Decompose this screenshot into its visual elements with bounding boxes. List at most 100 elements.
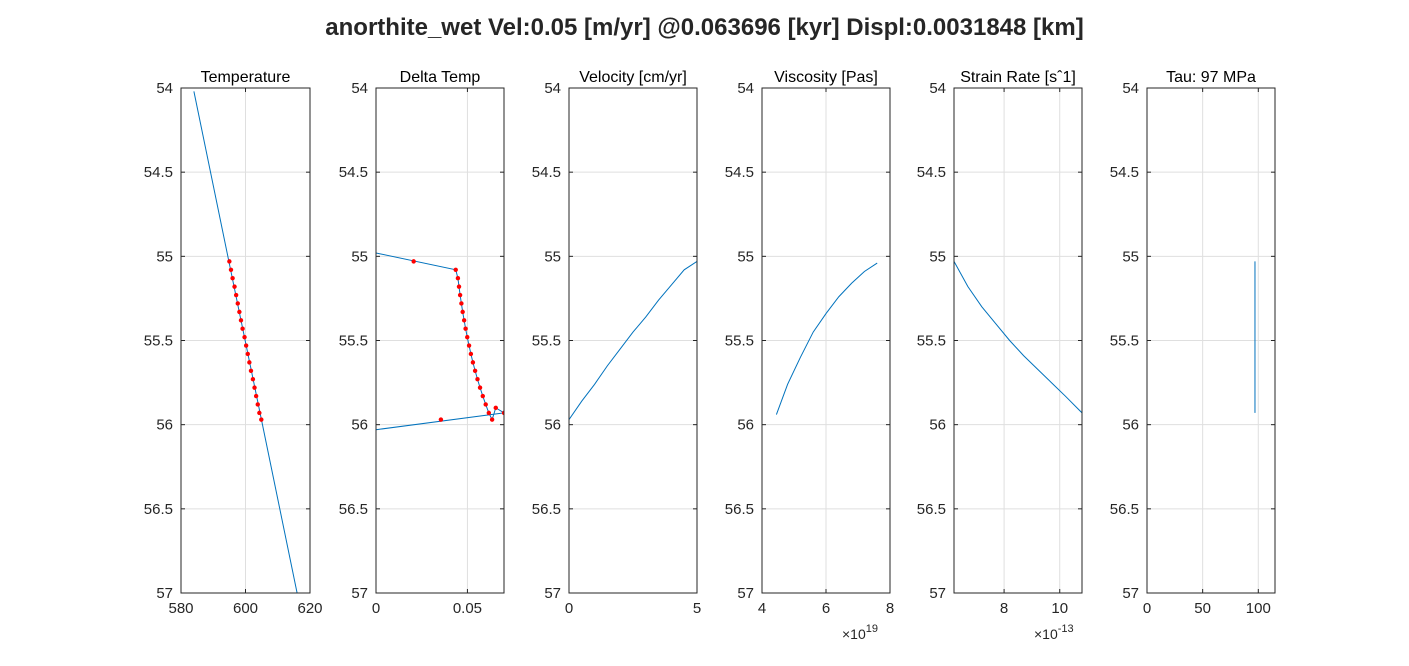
- subplot-4: 4 6 8 54 54.5 55 55.5 56 56.5 57 Viscosity [Pas] ×1…: [725, 69, 894, 642]
- y-tick-label: 56: [737, 417, 754, 434]
- data-point: [466, 343, 472, 348]
- y-tick-label: 55: [737, 248, 754, 265]
- x-tick-label: 6: [822, 600, 830, 617]
- data-point: [461, 318, 467, 323]
- y-tick-label: 54: [156, 80, 173, 97]
- subplot-title: Tau: 97 MPa: [1166, 69, 1256, 86]
- y-tick-label: 54: [929, 80, 946, 97]
- series-group: [569, 260, 697, 420]
- data-point: [248, 368, 254, 373]
- data-point: [486, 410, 492, 416]
- y-tick-label: 56: [156, 417, 173, 434]
- series-group: [775, 262, 878, 415]
- subplot-title: Strain Rate [sˆ1]: [960, 69, 1076, 86]
- x-tick-label: 0: [565, 600, 573, 617]
- series-line: [193, 91, 298, 593]
- data-point: [457, 292, 463, 298]
- data-point: [468, 351, 474, 357]
- data-point: [250, 377, 256, 382]
- y-tick-label: 54.5: [144, 164, 173, 181]
- x-exponent-power: 19: [866, 623, 878, 635]
- y-tick-label: 55.5: [1110, 333, 1139, 350]
- subplot-3: 0 5 54 54.5 55 55.5 56 56.5 57 Velocity [cm/yr]: [532, 69, 701, 617]
- data-point: [470, 360, 476, 365]
- x-exponent-label: ×1019: [842, 623, 878, 642]
- y-tick-label: 55.5: [144, 333, 173, 350]
- data-point: [477, 385, 483, 390]
- y-tick-label: 55.5: [917, 333, 946, 350]
- x-exponent-power: -13: [1058, 623, 1074, 635]
- subplot-2: 0 0.05 54 54.5 55 55.5 56 56.5 57 Delta Temp: [339, 69, 505, 617]
- data-point: [480, 393, 485, 399]
- subplot-5: 8 10 54 54.5 55 55.5 56 56.5 57 Strain Rate [sˆ1]…: [917, 69, 1083, 642]
- data-point: [238, 318, 244, 323]
- y-tick-label: 56.5: [532, 501, 561, 518]
- y-tick-label: 55.5: [532, 333, 561, 350]
- series-group: [193, 91, 298, 593]
- y-tick-label: 56.5: [917, 501, 946, 518]
- y-tick-label: 54.5: [532, 164, 561, 181]
- y-tick-label: 57: [929, 585, 946, 602]
- x-tick-label: 100: [1246, 600, 1271, 617]
- data-point: [252, 385, 257, 390]
- y-tick-label: 56.5: [725, 501, 754, 518]
- data-point: [472, 368, 478, 373]
- y-tick-label: 56.5: [339, 501, 368, 518]
- series-group: [954, 261, 1082, 414]
- y-tick-label: 55: [351, 248, 368, 265]
- subplot-title: Delta Temp: [400, 69, 481, 86]
- data-point: [242, 334, 247, 340]
- y-tick-label: 54: [351, 80, 368, 97]
- subplot-title: Temperature: [201, 69, 291, 86]
- y-tick-label: 54: [737, 80, 754, 97]
- data-point: [243, 343, 249, 348]
- y-tick-label: 54: [1122, 80, 1139, 97]
- data-point: [230, 276, 235, 281]
- y-tick-label: 54: [544, 80, 561, 97]
- y-tick-label: 55.5: [339, 333, 368, 350]
- figure-title: anorthite_wet Vel:0.05 [m/yr] @0.063696 …: [325, 14, 1084, 41]
- data-point: [453, 267, 458, 272]
- y-tick-label: 55: [156, 248, 173, 265]
- data-point: [240, 326, 245, 331]
- y-tick-label: 57: [351, 585, 368, 602]
- series-line: [954, 261, 1082, 414]
- y-tick-label: 56.5: [1110, 501, 1139, 518]
- data-point: [455, 276, 461, 281]
- subplot-title: Viscosity [Pas]: [774, 69, 878, 86]
- data-point: [233, 292, 239, 298]
- y-tick-label: 54.5: [917, 164, 946, 181]
- y-tick-label: 54.5: [725, 164, 754, 181]
- data-point: [438, 417, 444, 422]
- data-point: [460, 309, 465, 315]
- x-tick-label: 0: [1143, 600, 1151, 617]
- y-tick-label: 56: [929, 417, 946, 434]
- y-tick-label: 57: [544, 585, 561, 602]
- x-tick-label: 600: [233, 600, 258, 617]
- x-tick-label: 4: [758, 600, 766, 617]
- series-line: [569, 260, 697, 420]
- data-point: [493, 405, 498, 411]
- data-point: [463, 326, 468, 331]
- data-point: [228, 267, 234, 272]
- subplot-1: 580 600 620 54 54.5 55 55.5 56 56.5 57 Temperature: [144, 69, 323, 617]
- x-tick-label: 10: [1051, 600, 1068, 617]
- x-tick-label: 8: [886, 600, 894, 617]
- y-tick-label: 54.5: [339, 164, 368, 181]
- data-point: [245, 351, 250, 357]
- data-point: [253, 393, 259, 399]
- data-point: [475, 377, 480, 382]
- y-tick-label: 57: [156, 585, 173, 602]
- x-tick-label: 5: [693, 600, 701, 617]
- subplot-6: 0 50 100 54 54.5 55 55.5 56 56.5 57 Tau: 97 MPa: [1110, 69, 1276, 617]
- y-tick-label: 55.5: [725, 333, 754, 350]
- data-point: [483, 402, 488, 407]
- data-point: [465, 334, 470, 340]
- data-point: [237, 309, 242, 315]
- data-point: [227, 259, 232, 264]
- x-tick-label: 620: [297, 600, 322, 617]
- data-point: [411, 259, 416, 264]
- x-tick-label: 0: [372, 600, 380, 617]
